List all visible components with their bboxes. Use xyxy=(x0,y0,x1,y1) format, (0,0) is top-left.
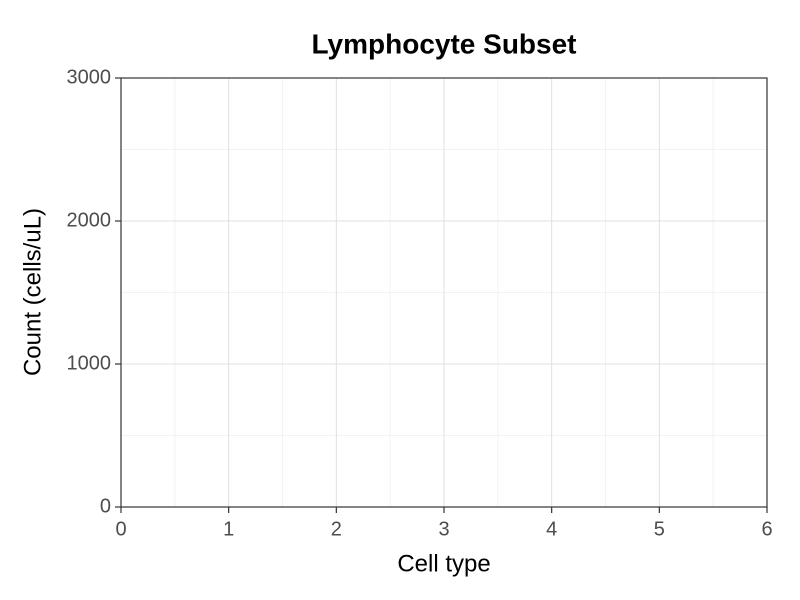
panel-border xyxy=(120,77,768,508)
x-tick-label: 0 xyxy=(115,518,126,540)
x-tick-label: 3 xyxy=(438,518,449,540)
x-tick-label: 1 xyxy=(223,518,234,540)
y-tick-label: 0 xyxy=(100,495,111,517)
x-tick-label: 4 xyxy=(546,518,557,540)
x-tick-label: 2 xyxy=(331,518,342,540)
x-tick-label: 5 xyxy=(654,518,665,540)
chart-title: Lymphocyte Subset xyxy=(311,28,576,59)
x-axis-title: Cell type xyxy=(397,550,490,577)
y-axis-title: Count (cells/uL) xyxy=(19,208,46,376)
y-tick-label: 2000 xyxy=(67,209,112,231)
x-tick-label: 6 xyxy=(761,518,772,540)
y-tick-label: 3000 xyxy=(67,66,112,88)
y-tick-label: 1000 xyxy=(67,352,112,374)
